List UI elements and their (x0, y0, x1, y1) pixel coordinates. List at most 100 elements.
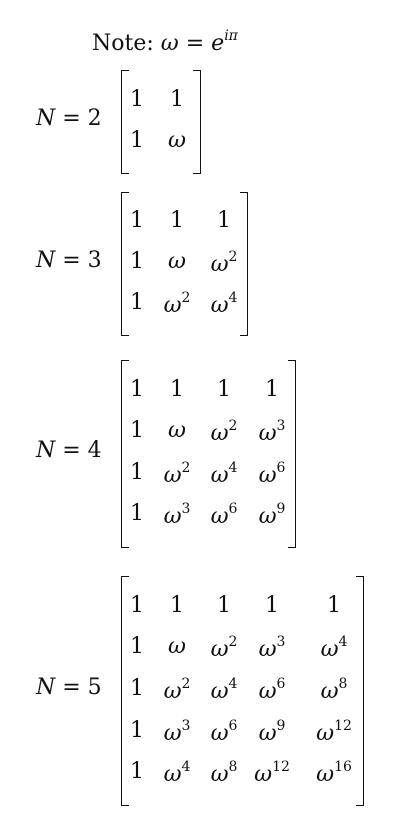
matrix-label: N = 3 (36, 248, 102, 273)
entry-base: 1 (130, 289, 144, 315)
entry-base: ω (210, 679, 229, 704)
matrix-entry: ω2 (200, 249, 248, 277)
entry-base: 1 (130, 127, 144, 153)
entry-base: 1 (130, 592, 144, 618)
entry-base: 1 (170, 376, 184, 402)
matrix-entry: 1 (200, 208, 248, 233)
entry-base: ω (320, 637, 339, 663)
matrix-entry: ω3 (248, 418, 296, 446)
matrix-entry: ω6 (200, 501, 248, 529)
label-variable: N (36, 248, 56, 273)
entry-base: 1 (130, 634, 144, 660)
entry-exponent: 2 (181, 676, 191, 692)
matrix-label: N = 5 (36, 675, 102, 700)
left-bracket (121, 360, 129, 548)
matrix-entry: 1 (248, 593, 296, 618)
matrix-entry: 1 (153, 593, 201, 618)
entry-exponent: 2 (228, 418, 238, 435)
matrix-entry: 1 (113, 759, 161, 784)
entry-base: ω (168, 634, 186, 660)
matrix-entry: ω3 (153, 501, 201, 529)
entry-base: ω (258, 504, 277, 530)
entry-exponent: 6 (228, 717, 238, 734)
entry-exponent: 16 (334, 759, 352, 776)
entry-base: ω (316, 762, 335, 788)
matrix-entry: ω8 (200, 759, 248, 787)
matrix-entry: 1 (113, 460, 161, 485)
matrix-entry: 1 (113, 377, 161, 402)
entry-base: ω (163, 762, 182, 788)
entry-exponent: 12 (334, 717, 352, 734)
entry-exponent: 2 (181, 289, 191, 306)
matrix-entry: ω6 (200, 718, 248, 746)
matrix-entry: 1 (113, 290, 161, 315)
entry-base: ω (320, 679, 339, 704)
entry-exponent: 4 (181, 759, 191, 776)
label-variable: N (36, 438, 56, 463)
entry-exponent: 6 (276, 459, 286, 476)
entry-base: ω (258, 462, 277, 488)
entry-base: 1 (327, 592, 341, 618)
matrix-entry: 1 (113, 593, 161, 618)
matrix-entry: ω4 (200, 676, 248, 704)
entry-exponent: 4 (338, 634, 348, 651)
entry-exponent: 4 (228, 676, 238, 692)
entry-exponent: 4 (228, 289, 238, 306)
entry-exponent: 9 (276, 501, 286, 518)
entry-base: 1 (130, 676, 144, 701)
entry-base: 1 (217, 376, 231, 402)
matrix-entry: 1 (113, 718, 161, 743)
entry-base: ω (258, 637, 277, 663)
entry-exponent: 2 (228, 249, 238, 265)
note-base-e: e (211, 31, 225, 56)
right-bracket (240, 192, 248, 336)
note-omega: ω (160, 31, 179, 56)
matrix-entry: ω8 (310, 676, 358, 704)
entry-base: ω (163, 462, 182, 488)
label-variable: N (36, 106, 56, 131)
entry-base: ω (210, 720, 229, 746)
entry-base: 1 (170, 86, 184, 112)
label-equals: = (55, 675, 88, 700)
matrix-entry: ω9 (248, 718, 296, 746)
matrix-entry: 1 (113, 87, 161, 112)
matrix-entry: ω (153, 634, 201, 659)
entry-base: 1 (217, 208, 231, 234)
label-equals: = (55, 248, 88, 273)
entry-base: 1 (130, 759, 144, 785)
matrix-entry: 1 (153, 377, 201, 402)
label-size: 3 (87, 248, 102, 273)
entry-base: 1 (130, 208, 144, 234)
right-bracket (193, 70, 201, 174)
matrix-entry: 1 (113, 501, 161, 526)
matrix-entry: 1 (113, 128, 161, 153)
matrix-entry: 1 (200, 377, 248, 402)
matrix-entry: ω (153, 249, 201, 274)
right-bracket (356, 576, 364, 806)
entry-base: ω (210, 762, 229, 788)
note-prefix: Note: (92, 31, 154, 56)
matrix-entry: ω12 (248, 759, 296, 787)
entry-base: ω (163, 504, 182, 530)
note-exponent: iπ (224, 28, 238, 44)
omega-definition-note: Note: ω = eiπ (92, 28, 238, 56)
entry-exponent: 2 (228, 634, 238, 651)
entry-base: ω (210, 421, 229, 447)
entry-base: 1 (130, 86, 144, 112)
matrix-entry: ω4 (310, 634, 358, 662)
entry-base: 1 (170, 208, 184, 234)
matrix-entry: 1 (248, 377, 296, 402)
entry-exponent: 4 (228, 459, 238, 476)
left-bracket (121, 192, 129, 336)
label-equals: = (55, 106, 88, 131)
entry-base: ω (163, 679, 182, 704)
left-bracket (121, 70, 129, 174)
entry-base: ω (163, 292, 182, 318)
entry-exponent: 6 (228, 501, 238, 518)
entry-exponent: 2 (181, 459, 191, 476)
label-variable: N (36, 675, 56, 700)
entry-base: ω (316, 720, 335, 746)
matrix-entry: ω3 (153, 718, 201, 746)
entry-base: ω (210, 292, 229, 318)
matrix-entry: ω2 (200, 418, 248, 446)
